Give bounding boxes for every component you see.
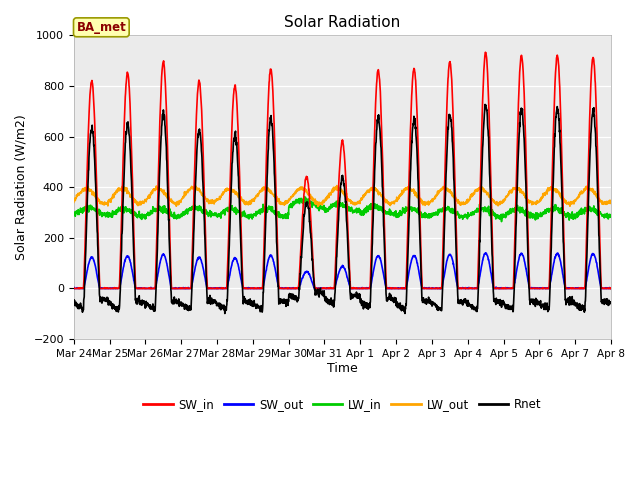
LW_out <box>358 195 366 201</box>
LW_out <box>333 183 340 189</box>
Rnet <box>358 301 366 307</box>
Y-axis label: Solar Radiation (W/m2): Solar Radiation (W/m2) <box>15 114 28 260</box>
LW_in <box>220 210 227 216</box>
LW_out <box>560 197 568 203</box>
LW_in <box>607 213 615 218</box>
LW_in <box>70 211 77 217</box>
SW_in <box>607 286 615 291</box>
LW_in <box>498 219 506 225</box>
SW_out <box>575 285 582 290</box>
Rnet <box>560 259 568 264</box>
Rnet <box>575 307 583 312</box>
LW_in <box>560 210 568 216</box>
Legend: SW_in, SW_out, LW_in, LW_out, Rnet: SW_in, SW_out, LW_in, LW_out, Rnet <box>138 394 547 416</box>
Line: SW_out: SW_out <box>74 253 611 288</box>
Rnet <box>499 300 507 306</box>
LW_out <box>370 185 378 191</box>
LW_out <box>220 190 227 195</box>
SW_out <box>607 286 615 291</box>
SW_in <box>70 286 77 291</box>
SW_out <box>358 286 365 291</box>
SW_in <box>560 239 568 245</box>
LW_out <box>70 199 77 205</box>
SW_out <box>220 286 227 291</box>
SW_in <box>70 286 78 291</box>
Line: LW_in: LW_in <box>74 197 611 222</box>
SW_in <box>358 286 366 291</box>
LW_out <box>314 204 322 209</box>
LW_in <box>300 194 308 200</box>
Rnet <box>221 311 228 316</box>
SW_in <box>575 286 583 291</box>
SW_in <box>481 49 489 55</box>
LW_in <box>499 211 507 217</box>
Title: Solar Radiation: Solar Radiation <box>284 15 401 30</box>
Line: Rnet: Rnet <box>74 105 611 313</box>
SW_in <box>220 286 228 291</box>
SW_out <box>560 277 568 283</box>
LW_in <box>575 212 583 218</box>
Rnet <box>70 297 77 303</box>
SW_out <box>482 250 490 256</box>
LW_out <box>575 192 583 197</box>
SW_out <box>70 286 77 291</box>
Line: SW_in: SW_in <box>74 52 611 288</box>
SW_out <box>369 268 377 274</box>
SW_out <box>499 286 506 291</box>
SW_in <box>370 165 378 171</box>
LW_out <box>607 198 615 204</box>
Rnet <box>220 305 227 311</box>
LW_in <box>370 205 378 211</box>
LW_out <box>499 197 507 203</box>
Rnet <box>607 300 615 306</box>
Rnet <box>370 202 378 208</box>
Rnet <box>481 102 489 108</box>
SW_in <box>499 286 507 291</box>
LW_in <box>358 212 366 218</box>
Line: LW_out: LW_out <box>74 186 611 206</box>
X-axis label: Time: Time <box>327 361 358 374</box>
Text: BA_met: BA_met <box>76 21 126 34</box>
